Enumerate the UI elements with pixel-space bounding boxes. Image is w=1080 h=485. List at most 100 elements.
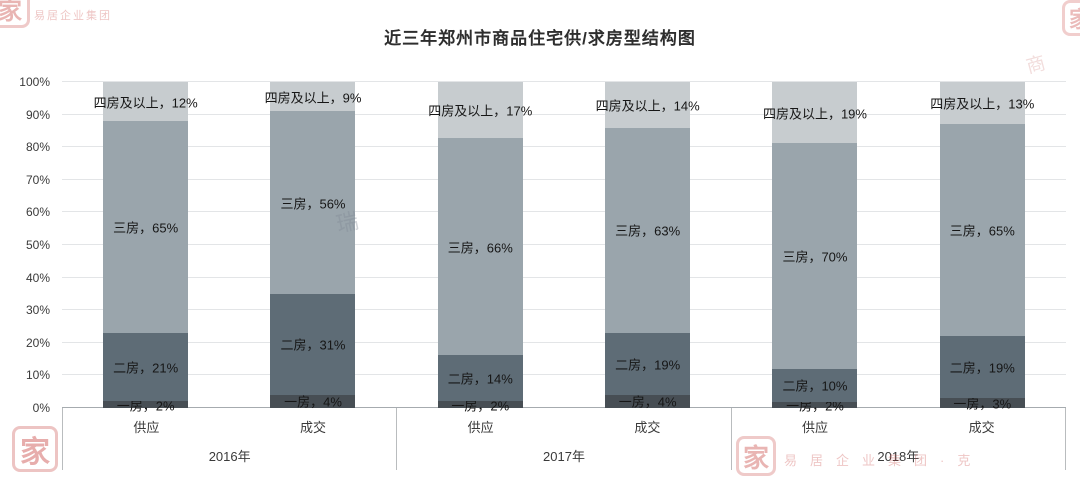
bar-segment: 三房，65% — [939, 124, 1025, 337]
bar-segment: 四房及以上，9% — [265, 82, 361, 112]
x-axis-group: 供应 成交 2017年 — [396, 408, 730, 470]
segment-label: 四房及以上，9% — [264, 90, 362, 106]
segment-label: 二房，31% — [280, 337, 346, 353]
category-label: 供应 — [801, 420, 828, 435]
y-tick-label: 0% — [32, 401, 50, 415]
bar-segment: 二房，19% — [939, 336, 1025, 399]
y-tick-label: 20% — [25, 335, 50, 350]
bar-segment: 三房，70% — [772, 143, 858, 370]
gridline — [62, 146, 1066, 148]
y-tick-label: 30% — [25, 303, 50, 318]
bar-segment: 二房，10% — [772, 369, 858, 402]
segment-label: 四房及以上，17% — [428, 103, 533, 119]
gridline — [62, 178, 1066, 180]
bar-segment: 四房及以上，13% — [930, 82, 1034, 125]
y-axis: 0% 10% 20% 30% 40% 50% 60% 70% 80% 90% 100% — [0, 75, 56, 415]
bar-segment: 三房，65% — [103, 121, 189, 334]
plot-area: 一房，2% 二房，21% 三房，65% 四房及以上，12% 一房，4% 二房，31% 三房，… — [62, 81, 1066, 413]
gridline — [62, 374, 1066, 376]
bar-segment: 四房及以上，12% — [94, 82, 198, 122]
stacked-bar: 一房，2% 二房，10% 三房，70% 四房及以上，19% — [763, 82, 867, 413]
year-label: 2018年 — [877, 449, 920, 464]
segment-label: 一房，4% — [284, 394, 342, 410]
gridline — [62, 309, 1066, 311]
bar-slot: 一房，2% 二房，10% 三房，70% 四房及以上，19% — [731, 82, 898, 413]
y-tick-label: 100% — [19, 75, 50, 89]
category-label: 成交 — [968, 420, 995, 435]
segment-label: 二房，19% — [615, 357, 681, 373]
year-label: 2016年 — [208, 449, 251, 464]
stacked-bar: 一房，2% 二房，21% 三房，65% 四房及以上，12% — [94, 82, 198, 413]
brand-seal-bottom-left: 家 — [12, 426, 58, 472]
year-label: 2017年 — [543, 449, 585, 464]
bar-segment: 二房，14% — [437, 355, 523, 402]
bar-segment: 一房，4% — [270, 394, 356, 410]
category-label: 供应 — [133, 420, 160, 435]
watermark-faint-char-2: 商 — [1024, 52, 1048, 79]
segment-label: 三房，66% — [447, 240, 513, 256]
bar-segment: 三房，63% — [605, 127, 691, 334]
bar-slot: 一房，2% 二房，21% 三房，65% 四房及以上，12% — [62, 82, 229, 413]
category-row: 供应 成交 — [732, 408, 1065, 440]
bar-segment: 二房，19% — [605, 333, 691, 395]
segment-label: 二房，19% — [949, 360, 1015, 376]
category-label: 成交 — [634, 420, 661, 435]
segment-label: 四房及以上，13% — [930, 96, 1035, 112]
bar-slot: 一房，3% 二房，19% 三房，65% 四房及以上，13% — [899, 82, 1066, 412]
stacked-bar: 一房，4% 二房，31% 三房，56% 四房及以上，9% — [265, 82, 361, 410]
segment-label: 四房及以上，12% — [93, 95, 198, 111]
category-label: 成交 — [300, 420, 327, 435]
segment-label: 二房，14% — [447, 371, 513, 387]
bar-segment: 四房及以上，19% — [763, 82, 867, 144]
bar-segment: 一房，3% — [939, 397, 1025, 412]
bar-segment: 一房，2% — [103, 398, 189, 413]
bar-segment: 一房，4% — [605, 394, 691, 410]
segment-label: 一房，3% — [953, 396, 1012, 412]
y-tick-label: 50% — [25, 238, 50, 252]
chart-title: 近三年郑州市商品住宅供/求房型结构图 — [384, 29, 696, 48]
bar-slot: 一房，4% 二房，31% 三房，56% 四房及以上，9% — [229, 82, 396, 410]
segment-label: 二房，10% — [782, 378, 848, 394]
brand-seal-char: 家 — [0, 0, 22, 25]
y-tick-label: 70% — [25, 172, 50, 187]
segment-label: 四房及以上，19% — [762, 106, 867, 122]
segment-label: 三房，65% — [113, 220, 179, 236]
segment-label: 三房，56% — [280, 196, 346, 212]
bar-segment: 二房，31% — [270, 293, 356, 395]
segment-label: 一房，2% — [786, 398, 844, 414]
gridline — [62, 341, 1066, 343]
bar-slot: 一房，4% 二房，19% 三房，63% 四房及以上，14% — [564, 82, 731, 410]
gridlines — [62, 81, 1066, 408]
bar-segment: 一房，2% — [772, 398, 858, 413]
stacked-bar: 一房，2% 二房，14% 三房，66% 四房及以上，17% — [428, 82, 532, 413]
x-axis-line — [62, 407, 1066, 408]
segment-label: 一房，2% — [116, 398, 175, 414]
bar-segment: 三房，56% — [270, 111, 356, 294]
x-axis-group: 供应 成交 2018年 — [730, 408, 1066, 470]
y-tick-label: 80% — [25, 140, 50, 155]
brand-seal-char: 家 — [20, 436, 50, 469]
bar-segment: 一房，2% — [437, 398, 523, 413]
stacked-bar: 一房，4% 二房，19% 三房，63% 四房及以上，14% — [596, 82, 700, 410]
y-tick-label: 60% — [25, 205, 50, 220]
segment-label: 三房，65% — [949, 223, 1015, 239]
y-tick-label: 10% — [25, 368, 50, 383]
bar-segment: 四房及以上，14% — [596, 82, 700, 128]
y-tick-label: 40% — [25, 270, 50, 285]
x-axis-group: 供应 成交 2016年 — [62, 408, 396, 470]
bar-slot: 一房，2% 二房，14% 三房，66% 四房及以上，17% — [397, 82, 564, 413]
category-label: 供应 — [467, 420, 494, 435]
gridline — [62, 113, 1066, 115]
segment-label: 一房，2% — [451, 398, 510, 414]
segment-label: 四房及以上，14% — [595, 98, 700, 114]
segment-label: 三房，70% — [782, 249, 848, 265]
gridline — [62, 81, 1066, 82]
stacked-bar: 一房，3% 二房，19% 三房，65% 四房及以上，13% — [930, 82, 1034, 412]
x-axis: 供应 成交 2016年 供应 成交 2017年 供应 成交 2018年 — [62, 408, 1066, 470]
brand-text-top-left: 易居企业集团 — [34, 10, 112, 22]
gridline — [62, 211, 1066, 213]
y-tick-label: 90% — [25, 107, 50, 122]
category-row: 供应 成交 — [397, 408, 730, 440]
bar-segment: 二房，21% — [103, 333, 189, 402]
